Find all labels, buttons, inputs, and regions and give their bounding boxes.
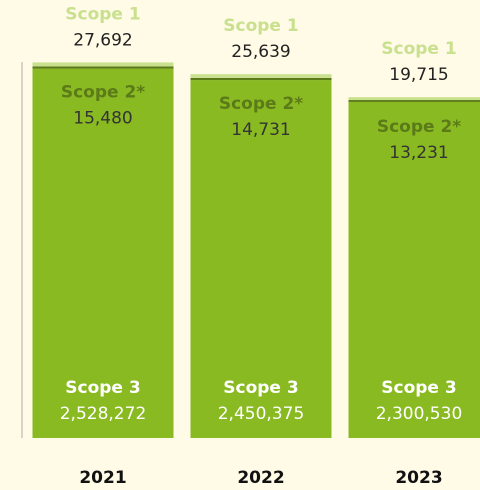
series-label: Scope 1 bbox=[223, 16, 298, 36]
bar-segment bbox=[348, 97, 480, 101]
series-label: Scope 2* bbox=[61, 82, 145, 102]
bar-segment bbox=[348, 101, 480, 438]
value-label: 2,528,272 bbox=[60, 404, 147, 424]
value-label: 27,692 bbox=[73, 30, 132, 50]
value-label: 2,300,530 bbox=[376, 404, 463, 424]
series-label: Scope 2* bbox=[219, 94, 303, 114]
series-label: Scope 3 bbox=[65, 378, 140, 398]
value-label: 19,715 bbox=[389, 65, 448, 85]
series-label: Scope 1 bbox=[65, 4, 140, 24]
value-label: 13,231 bbox=[389, 143, 448, 163]
value-label: 2,450,375 bbox=[218, 404, 305, 424]
x-tick-label: 2023 bbox=[395, 468, 442, 488]
bar-segment bbox=[32, 68, 174, 438]
series-label: Scope 3 bbox=[381, 378, 456, 398]
bar-segment bbox=[32, 66, 174, 69]
series-label: Scope 2* bbox=[377, 117, 461, 137]
value-label: 15,480 bbox=[73, 108, 132, 128]
bar-segment bbox=[190, 80, 332, 438]
bar-segment bbox=[190, 74, 332, 78]
value-label: 25,639 bbox=[231, 42, 290, 62]
x-tick-label: 2021 bbox=[79, 468, 126, 488]
series-label: Scope 1 bbox=[381, 39, 456, 59]
bar-segment bbox=[348, 100, 480, 102]
series-label: Scope 3 bbox=[223, 378, 298, 398]
bar-segment bbox=[32, 62, 174, 67]
bar-segment bbox=[190, 77, 332, 81]
x-tick-label: 2022 bbox=[237, 468, 284, 488]
value-label: 14,731 bbox=[231, 120, 290, 140]
